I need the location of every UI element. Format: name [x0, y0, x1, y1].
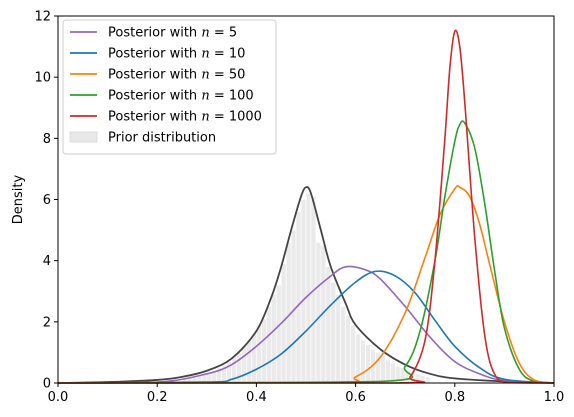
y-tick-label-0: 0: [43, 377, 51, 392]
histogram-bar-14: [251, 333, 257, 384]
y-axis-ticks: 0 2 4 6 8 10 12: [34, 10, 58, 392]
histogram-bar-30: [330, 281, 337, 384]
y-tick-label-4: 8: [43, 132, 51, 147]
y-tick-label-6: 12: [34, 10, 51, 25]
y-tick-label-2: 4: [43, 254, 51, 269]
histogram-bar-17: [266, 306, 272, 384]
histogram-bar-29: [325, 266, 332, 384]
histogram-bar-41: [385, 359, 391, 384]
histogram-bar-15: [256, 324, 262, 384]
histogram-bar-37: [365, 344, 371, 384]
y-axis-label: Density: [11, 174, 26, 224]
x-tick-label-0: 0.0: [48, 390, 69, 405]
histogram-bar-49: [424, 376, 431, 384]
x-tick-label-5: 1.0: [544, 390, 565, 405]
posterior-curve-0: [57, 265, 555, 384]
histogram-bar-12: [241, 345, 247, 384]
histogram-bar-32: [340, 306, 346, 384]
x-tick-label-4: 0.8: [444, 390, 465, 405]
legend-label-0: Posterior with n = 5: [108, 26, 237, 41]
x-axis-ticks: 0.0 0.2 0.4 0.6 0.8 1.0: [48, 383, 565, 405]
histogram-bar-31: [335, 294, 342, 384]
histogram-bar-13: [246, 339, 252, 384]
histogram-bar-33: [345, 315, 351, 384]
legend-swatch-prior: [69, 131, 98, 143]
histogram-bar-16: [261, 318, 267, 384]
y-tick-label-3: 6: [43, 193, 51, 208]
legend-label-prior: Prior distribution: [108, 131, 216, 146]
histogram-bar-24: [300, 199, 307, 384]
histogram-bar-23: [295, 211, 302, 384]
histogram-bar-40: [380, 355, 386, 384]
histogram-bar-34: [350, 324, 356, 384]
y-tick-label-5: 10: [34, 71, 51, 86]
posterior-curve-3: [57, 120, 555, 384]
x-tick-label-1: 0.2: [147, 390, 168, 405]
posterior-curve-2: [57, 185, 555, 384]
histogram-bar-27: [315, 242, 322, 384]
legend: Posterior with n = 5 Posterior with n = 1…: [62, 19, 277, 155]
x-tick-label-2: 0.4: [246, 390, 267, 405]
prior-density-curve: [57, 186, 555, 384]
legend-box: [62, 19, 277, 155]
histogram-bar-18: [270, 294, 277, 384]
x-tick-label-3: 0.6: [345, 390, 366, 405]
histogram-bar-36: [360, 339, 366, 384]
posterior-curve-1: [57, 270, 555, 384]
posterior-curve-4: [58, 29, 555, 384]
legend-label-1: Posterior with n = 10: [108, 47, 245, 62]
legend-label-4: Posterior with n = 1000: [108, 110, 262, 125]
legend-label-3: Posterior with n = 100: [108, 89, 254, 104]
legend-label-2: Posterior with n = 50: [108, 68, 245, 83]
density-curves: [57, 29, 555, 384]
y-tick-label-1: 2: [43, 315, 51, 330]
histogram-bar-25: [305, 193, 312, 384]
histogram-bar-22: [290, 229, 297, 384]
histogram-bar-19: [275, 284, 282, 384]
